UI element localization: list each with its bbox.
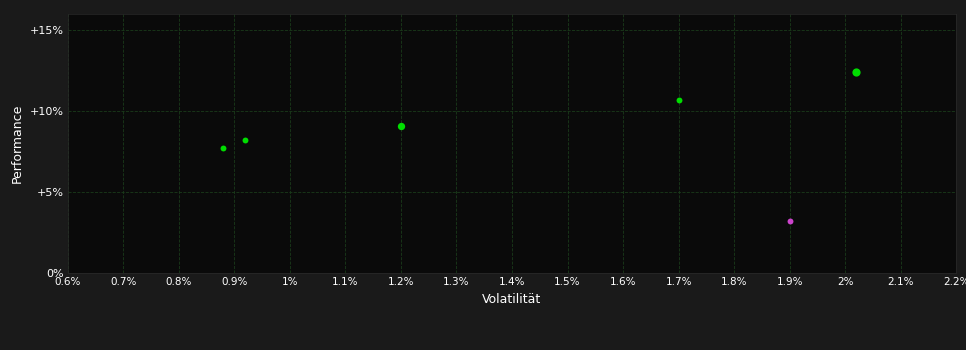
X-axis label: Volatilität: Volatilität: [482, 293, 542, 306]
Point: [671, 97, 687, 103]
Point: [849, 70, 865, 75]
Point: [215, 146, 231, 151]
Point: [238, 138, 253, 143]
Point: [393, 123, 409, 128]
Point: [782, 218, 798, 224]
Y-axis label: Performance: Performance: [11, 104, 24, 183]
